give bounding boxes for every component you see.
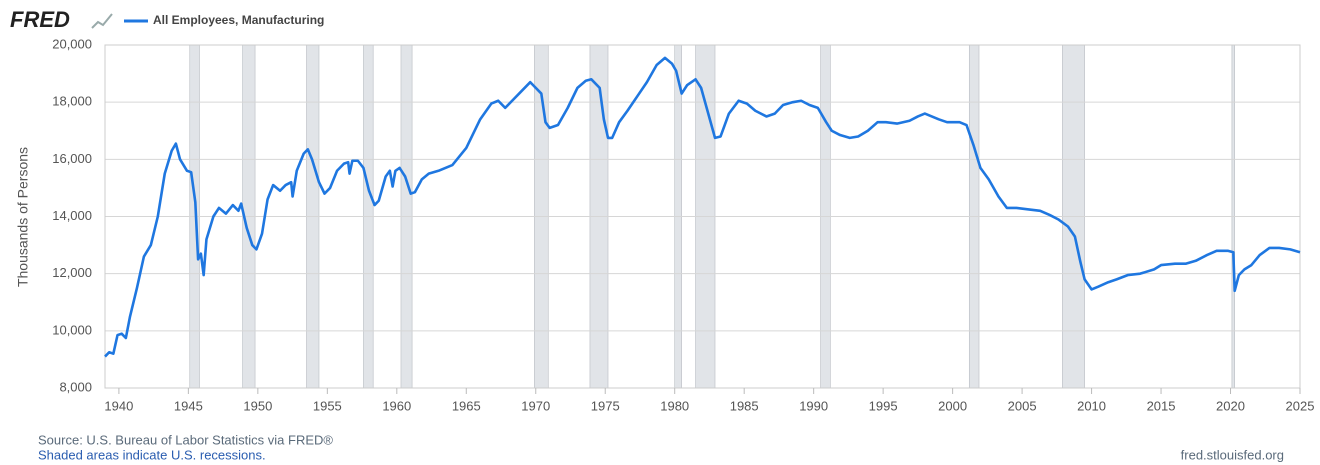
legend-label: All Employees, Manufacturing — [153, 13, 324, 27]
x-tick-label: 1995 — [869, 398, 898, 413]
x-tick-label: 1970 — [521, 398, 550, 413]
x-tick-label: 2020 — [1216, 398, 1245, 413]
y-tick-label: 16,000 — [52, 151, 92, 166]
logo-icon — [91, 13, 113, 29]
plot-frame — [104, 44, 1301, 389]
y-tick-label: 8,000 — [59, 379, 92, 394]
y-tick-label: 14,000 — [52, 208, 92, 223]
url: fred.stlouisfed.org — [1181, 447, 1284, 462]
y-tick-label: 20,000 — [52, 36, 92, 51]
x-tick-label: 2005 — [1008, 398, 1037, 413]
y-tick-label: 18,000 — [52, 94, 92, 109]
data-line — [104, 56, 1301, 358]
x-tick-label: 1945 — [174, 398, 203, 413]
x-tick-label: 1955 — [313, 398, 342, 413]
x-tick-label: 1985 — [730, 398, 759, 413]
x-tick-label: 1990 — [799, 398, 828, 413]
x-tick-label: 2000 — [938, 398, 967, 413]
y-axis-label: Thousands of Persons — [15, 147, 31, 287]
x-tick-label: 1980 — [660, 398, 689, 413]
x-tick-label: 2010 — [1077, 398, 1106, 413]
x-tick-label: 2015 — [1147, 398, 1176, 413]
x-tick-label: 1940 — [104, 398, 133, 413]
x-tick-label: 1950 — [243, 398, 272, 413]
note: Shaded areas indicate U.S. recessions. — [38, 447, 266, 462]
logo: FRED — [10, 7, 70, 32]
x-tick-label: 1975 — [591, 398, 620, 413]
source: Source: U.S. Bureau of Labor Statistics … — [38, 432, 333, 447]
x-tick-label: 2025 — [1286, 398, 1315, 413]
x-tick-label: 1965 — [452, 398, 481, 413]
y-tick-label: 12,000 — [52, 265, 92, 280]
y-tick-label: 10,000 — [52, 322, 92, 337]
x-tick-label: 1960 — [382, 398, 411, 413]
